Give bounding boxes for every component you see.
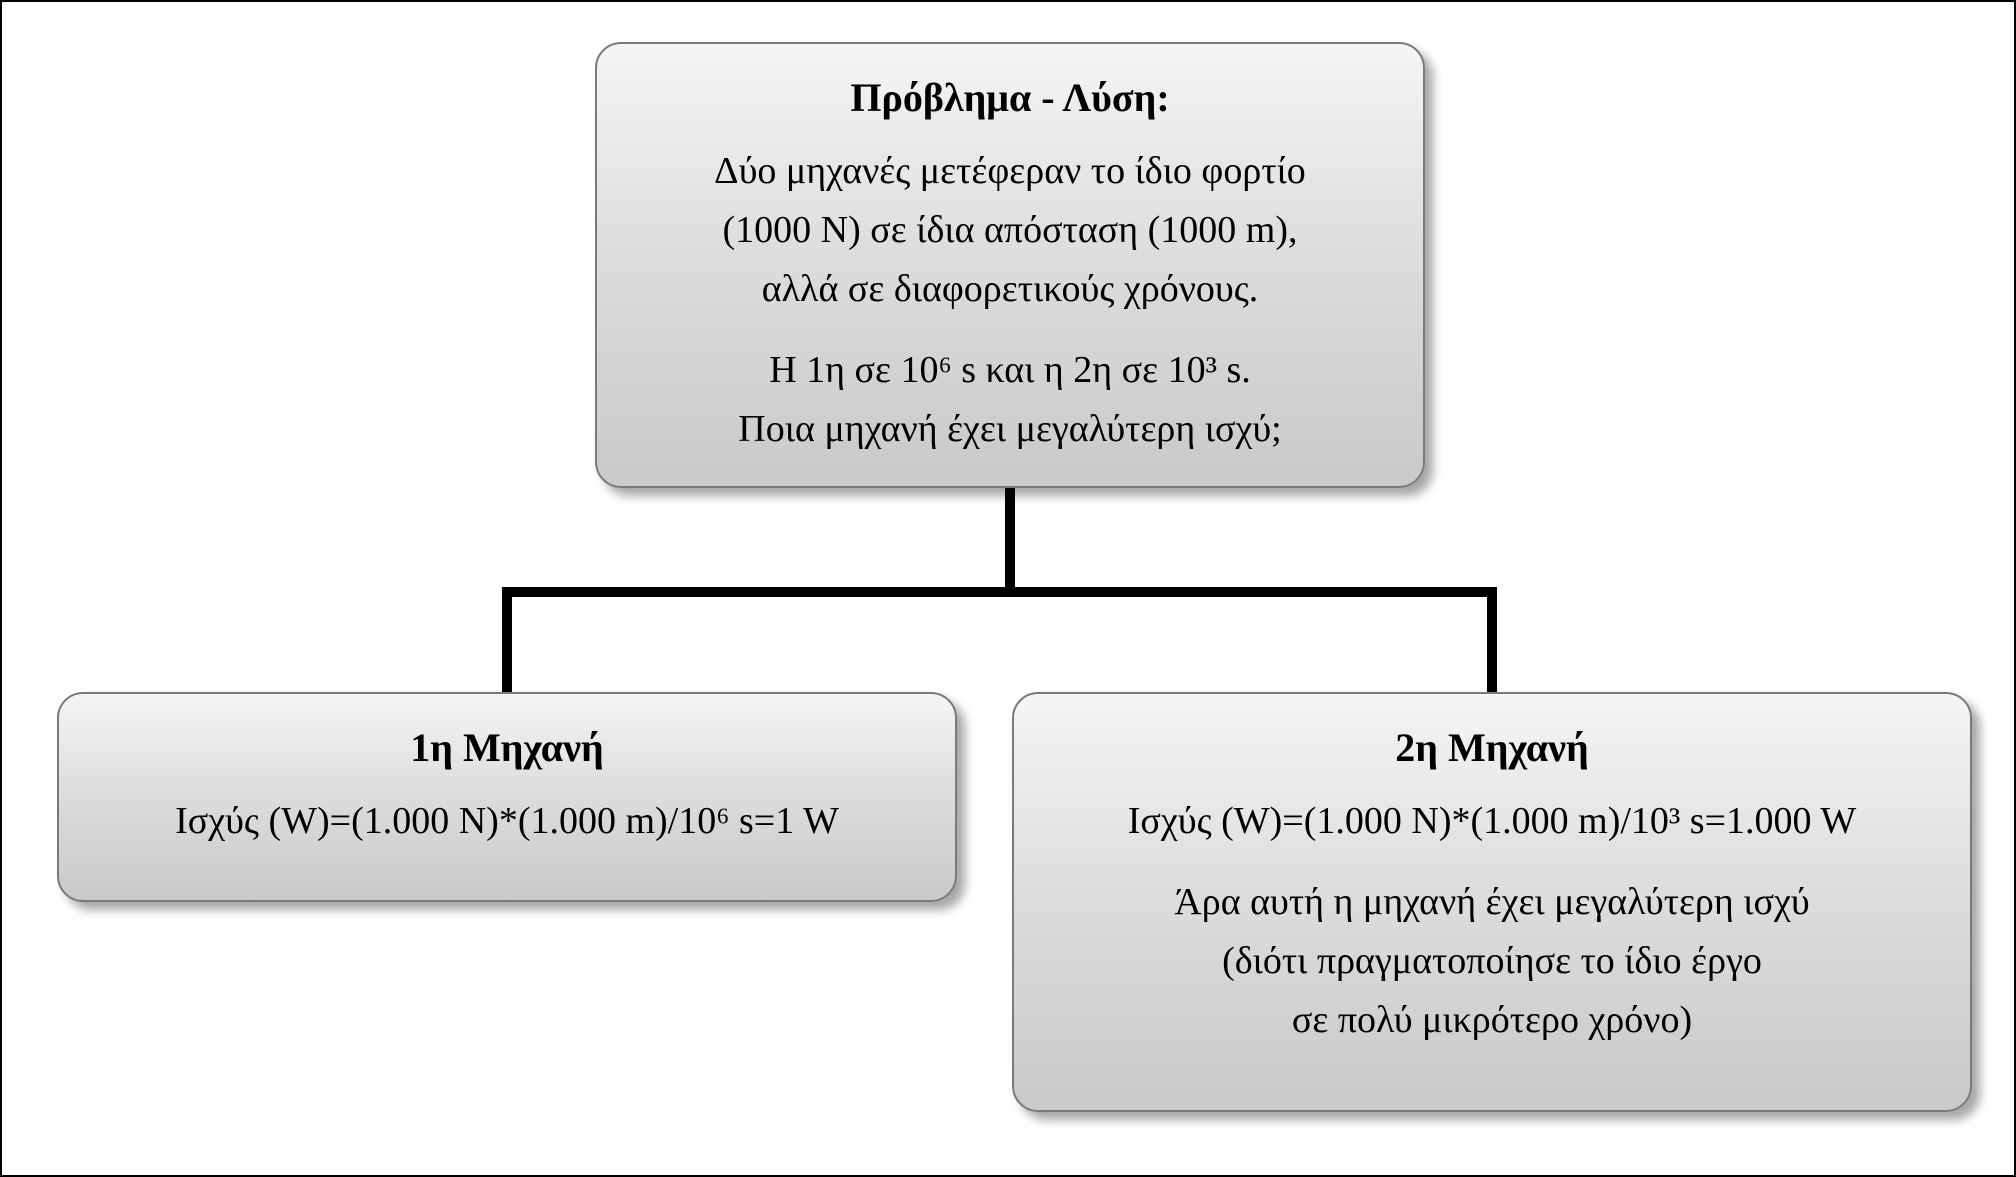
node-machine-2-title: 2η Μηχανή [1054, 722, 1930, 774]
node-machine-2: 2η Μηχανή Ισχύς (W)=(1.000 N)*(1.000 m)/… [1012, 692, 1972, 1112]
text-line: (1000 N) σε ίδια απόσταση (1000 m), [637, 201, 1383, 260]
connector-drop-left [502, 587, 512, 692]
node-problem-title: Πρόβλημα - Λύση: [637, 72, 1383, 124]
node-problem-body: Δύο μηχανές μετέφεραν το ίδιο φορτίο(100… [637, 142, 1383, 458]
connector-drop-right [1487, 587, 1497, 692]
connector-stem [1005, 472, 1015, 592]
node-machine-1-title: 1η Μηχανή [99, 722, 915, 774]
text-line: αλλά σε διαφορετικούς χρόνους. [637, 260, 1383, 319]
text-line: Άρα αυτή η μηχανή έχει μεγαλύτερη ισχύ [1054, 873, 1930, 932]
text-line: Ισχύς (W)=(1.000 N)*(1.000 m)/10⁶ s=1 W [99, 792, 915, 851]
diagram-canvas: Πρόβλημα - Λύση: Δύο μηχανές μετέφεραν τ… [0, 0, 2016, 1177]
text-line: (διότι πραγματοποίησε το ίδιο έργο [1054, 932, 1930, 991]
text-line: Δύο μηχανές μετέφεραν το ίδιο φορτίο [637, 142, 1383, 201]
spacer [637, 319, 1383, 341]
connector-bar [502, 587, 1492, 597]
node-machine-1-body: Ισχύς (W)=(1.000 N)*(1.000 m)/10⁶ s=1 W [99, 792, 915, 851]
text-line: Η 1η σε 10⁶ s και η 2η σε 10³ s. [637, 341, 1383, 400]
node-problem: Πρόβλημα - Λύση: Δύο μηχανές μετέφεραν τ… [595, 42, 1425, 488]
node-machine-2-body: Ισχύς (W)=(1.000 N)*(1.000 m)/10³ s=1.00… [1054, 792, 1930, 1050]
text-line: σε πολύ μικρότερο χρόνο) [1054, 991, 1930, 1050]
node-machine-1: 1η Μηχανή Ισχύς (W)=(1.000 N)*(1.000 m)/… [57, 692, 957, 902]
text-line: Ποια μηχανή έχει μεγαλύτερη ισχύ; [637, 400, 1383, 459]
text-line: Ισχύς (W)=(1.000 N)*(1.000 m)/10³ s=1.00… [1054, 792, 1930, 851]
spacer [1054, 851, 1930, 873]
